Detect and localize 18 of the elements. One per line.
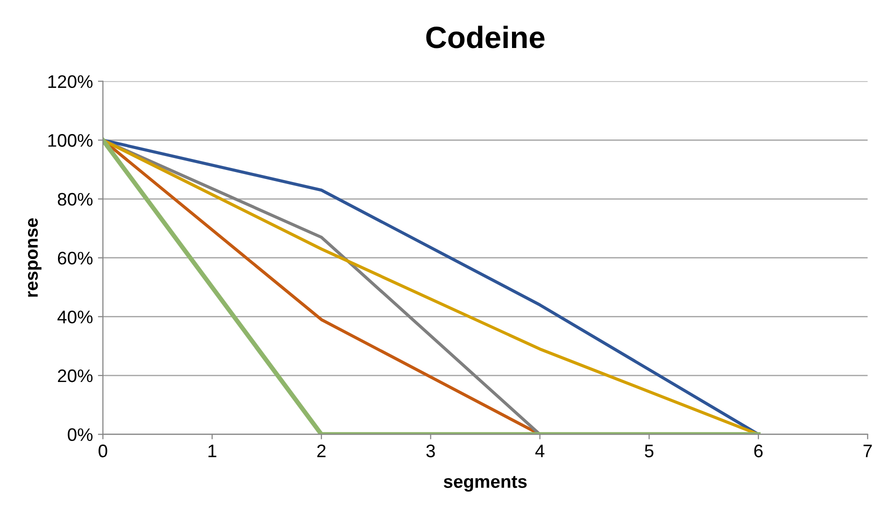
- y-tick-label: 40%: [57, 310, 93, 324]
- y-tick-label: 60%: [58, 252, 93, 265]
- y-tick-label: 80%: [58, 192, 93, 206]
- y-tick-label: 120%: [48, 75, 93, 88]
- x-tick-label: 5: [644, 444, 654, 458]
- x-tick-label: 4: [535, 444, 544, 458]
- x-tick-label: 3: [426, 444, 435, 458]
- x-axis-title: segments: [444, 476, 527, 492]
- y-axis-title: response: [28, 218, 42, 297]
- x-tick-label: 0: [98, 444, 108, 458]
- y-tick-label: 20%: [58, 369, 93, 382]
- x-tick-label: 1: [208, 444, 216, 458]
- x-tick-label: 6: [754, 444, 763, 458]
- x-tick-label: 2: [317, 444, 326, 458]
- x-tick-label: 7: [864, 444, 872, 458]
- y-tick-label: 0%: [68, 428, 93, 442]
- y-tick-label: 100%: [48, 134, 93, 147]
- chart-title: Codeine: [426, 26, 544, 48]
